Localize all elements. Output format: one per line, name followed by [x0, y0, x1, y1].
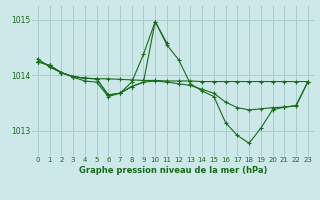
X-axis label: Graphe pression niveau de la mer (hPa): Graphe pression niveau de la mer (hPa): [79, 166, 267, 175]
